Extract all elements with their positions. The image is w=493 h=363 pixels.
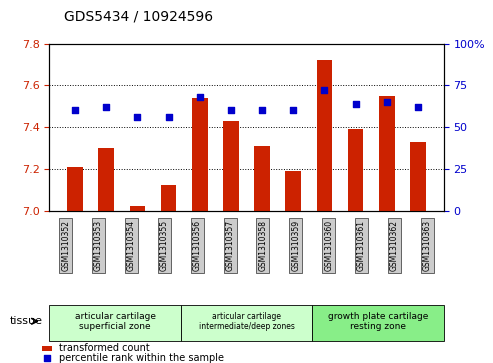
- Text: GSM1310353: GSM1310353: [94, 220, 103, 271]
- Text: GSM1310362: GSM1310362: [390, 220, 399, 270]
- Bar: [285, 171, 301, 211]
- Point: [383, 99, 391, 105]
- Point: [227, 107, 235, 113]
- Bar: [317, 60, 332, 211]
- Bar: [130, 207, 145, 211]
- Text: tissue: tissue: [10, 316, 43, 326]
- Text: GSM1310357: GSM1310357: [226, 220, 235, 271]
- Bar: [192, 98, 208, 211]
- Point: [134, 114, 141, 120]
- Point: [289, 107, 297, 113]
- Bar: [223, 121, 239, 211]
- Text: GSM1310352: GSM1310352: [61, 220, 70, 270]
- Text: GSM1310359: GSM1310359: [291, 220, 300, 271]
- Text: GDS5434 / 10924596: GDS5434 / 10924596: [64, 9, 213, 23]
- Text: articular cartilage
superficial zone: articular cartilage superficial zone: [74, 311, 155, 331]
- Bar: [348, 129, 363, 211]
- Bar: [254, 146, 270, 211]
- Point: [258, 107, 266, 113]
- Text: transformed count: transformed count: [59, 343, 150, 354]
- Text: GSM1310363: GSM1310363: [423, 220, 432, 271]
- Point: [165, 114, 173, 120]
- Text: articular cartilage
intermediate/deep zones: articular cartilage intermediate/deep zo…: [199, 311, 294, 331]
- Point: [71, 107, 79, 113]
- Bar: [410, 142, 426, 211]
- Point: [352, 101, 359, 107]
- Text: GSM1310361: GSM1310361: [357, 220, 366, 270]
- Point: [320, 87, 328, 93]
- Text: percentile rank within the sample: percentile rank within the sample: [59, 352, 224, 363]
- Text: GSM1310356: GSM1310356: [193, 220, 202, 271]
- Bar: [161, 185, 176, 211]
- Text: GSM1310354: GSM1310354: [127, 220, 136, 271]
- Point: [196, 94, 204, 100]
- Point: [102, 104, 110, 110]
- Text: GSM1310358: GSM1310358: [258, 220, 267, 270]
- Bar: [379, 96, 394, 211]
- Point: [43, 355, 51, 360]
- Point: [414, 104, 422, 110]
- Bar: [99, 148, 114, 211]
- Bar: [67, 167, 83, 211]
- Text: GSM1310355: GSM1310355: [160, 220, 169, 271]
- Text: GSM1310360: GSM1310360: [324, 220, 333, 271]
- Text: growth plate cartilage
resting zone: growth plate cartilage resting zone: [328, 311, 428, 331]
